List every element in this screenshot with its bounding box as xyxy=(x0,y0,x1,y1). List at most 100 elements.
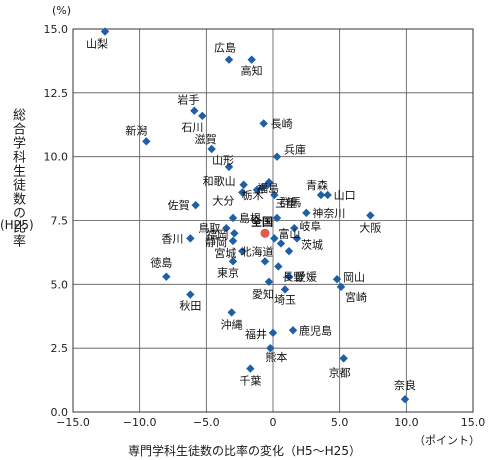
x-axis-title: 専門学科生徒数の比率の変化（H5～H25） xyxy=(128,444,361,458)
y-axis-unit: (%) xyxy=(52,4,72,17)
data-point xyxy=(228,213,238,223)
x-axis-unit: （ポイント） xyxy=(414,434,480,447)
x-tick-label: 15.0 xyxy=(461,416,486,429)
point-label: 高知 xyxy=(241,64,263,78)
data-point xyxy=(191,200,200,210)
point-label: 茨城 xyxy=(301,237,323,251)
point-label: 愛知 xyxy=(252,287,274,301)
data-point xyxy=(238,188,247,197)
point-label: 千葉 xyxy=(239,374,261,388)
data-point xyxy=(260,257,270,266)
data-point xyxy=(316,190,326,200)
y-tick-label: 7.5 xyxy=(51,215,69,228)
point-label: 山梨 xyxy=(86,37,108,51)
data-point xyxy=(227,308,236,317)
data-point xyxy=(268,328,278,338)
point-label: 福井 xyxy=(245,327,267,341)
data-point xyxy=(366,211,375,220)
highlight-label: 全国 xyxy=(250,214,273,228)
point-label: 福島 xyxy=(257,181,279,195)
data-point xyxy=(222,223,231,233)
point-label: 岐阜 xyxy=(299,220,321,233)
point-label: 埼玉 xyxy=(274,292,296,306)
y-tick-label: 0.0 xyxy=(51,406,69,419)
data-point xyxy=(263,180,272,189)
data-point xyxy=(186,234,195,243)
point-label: 滋賀 xyxy=(195,133,217,146)
data-point xyxy=(162,272,171,281)
point-label: 山口 xyxy=(334,189,356,202)
point-label: 愛媛 xyxy=(295,270,317,284)
point-label: 香川 xyxy=(161,232,183,245)
point-label: 福岡 xyxy=(206,227,228,241)
data-point xyxy=(190,106,199,115)
data-point xyxy=(284,246,294,256)
point-label: 長崎 xyxy=(271,116,293,130)
point-label: 三重 xyxy=(275,196,297,210)
x-tick-label: −15.0 xyxy=(56,416,90,429)
point-label: 富山 xyxy=(278,226,300,240)
data-point xyxy=(224,162,234,172)
data-point xyxy=(288,326,298,335)
point-label: 石川 xyxy=(181,121,203,134)
point-label: 神奈川 xyxy=(312,206,345,220)
data-point xyxy=(270,234,279,243)
data-point xyxy=(142,137,151,146)
data-point xyxy=(332,275,342,284)
data-point xyxy=(302,208,311,218)
point-label: 徳島 xyxy=(150,256,172,270)
data-point xyxy=(207,144,216,154)
data-point xyxy=(290,223,299,233)
point-label: 宮城 xyxy=(214,246,236,260)
y-tick-label: 5.0 xyxy=(51,278,69,291)
y-axis-subtitle: (H25) xyxy=(0,218,34,232)
point-label: 佐賀 xyxy=(168,198,190,212)
point-label: 鳥取 xyxy=(198,221,220,235)
data-point xyxy=(247,55,256,64)
point-label: 東京 xyxy=(217,265,239,279)
grid-layer xyxy=(72,28,474,413)
data-point xyxy=(186,290,195,299)
y-axis-title: 総合学科生徒数の比率 xyxy=(10,108,25,248)
data-point xyxy=(198,111,207,121)
point-label: 新潟 xyxy=(125,123,147,137)
point-label: 長野 xyxy=(282,270,304,283)
point-label: 沖縄 xyxy=(221,317,243,331)
x-tick-label: 0 xyxy=(270,416,277,429)
y-tick-label: 10.0 xyxy=(44,151,69,164)
x-tick-label: 5.0 xyxy=(331,416,349,429)
point-label: 山形 xyxy=(212,154,234,167)
data-point xyxy=(100,27,110,36)
data-point xyxy=(228,236,238,246)
point-label: 北海道 xyxy=(241,244,274,258)
point-label: 広島 xyxy=(214,41,236,55)
point-label: 京都 xyxy=(329,365,351,379)
data-point xyxy=(272,152,282,161)
point-label: 群馬 xyxy=(279,195,301,209)
highlight-point xyxy=(260,228,270,238)
point-label: 奈良 xyxy=(394,378,416,392)
data-point xyxy=(246,364,255,373)
data-point xyxy=(259,119,268,128)
data-point xyxy=(276,239,286,248)
point-label: 島根 xyxy=(239,211,261,225)
point-label: 熊本 xyxy=(265,350,287,364)
data-point xyxy=(230,229,239,238)
data-point xyxy=(323,190,332,200)
y-tick-label: 15.0 xyxy=(44,23,69,36)
point-label: 青森 xyxy=(306,178,328,192)
point-label: 栃木 xyxy=(242,188,264,202)
data-point xyxy=(274,262,283,271)
point-label: 静岡 xyxy=(205,235,227,249)
data-point xyxy=(228,257,238,266)
x-tick-label: 10.0 xyxy=(394,416,419,429)
data-point xyxy=(238,246,247,256)
point-label: 岡山 xyxy=(343,271,365,284)
data-point xyxy=(292,234,302,243)
point-label: 鹿児島 xyxy=(299,323,332,337)
data-point-layer xyxy=(100,27,410,404)
data-point xyxy=(339,354,348,363)
y-tick-label: 12.5 xyxy=(44,87,69,100)
